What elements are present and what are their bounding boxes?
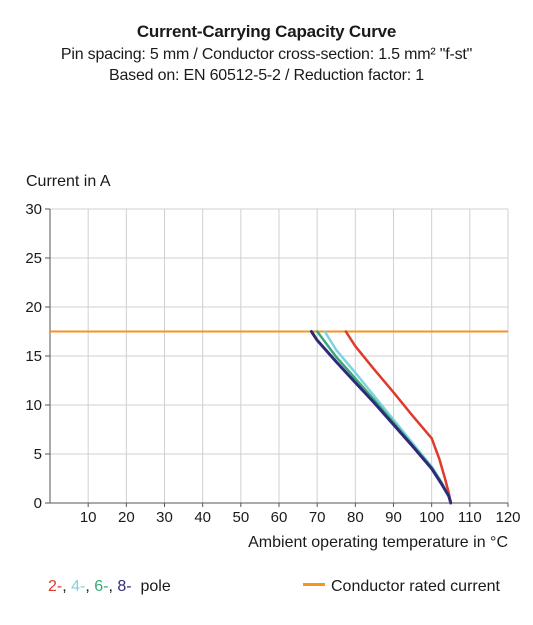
series-line-6-pole [315, 330, 453, 505]
x-tick-label: 70 [309, 509, 326, 526]
x-tick-label: 50 [232, 509, 249, 526]
series-line-2-pole [344, 330, 453, 505]
x-tick-label: 30 [156, 509, 173, 526]
y-tick-label: 5 [34, 446, 42, 463]
pole-legend-item: , [85, 578, 95, 595]
y-axis-label: Current in A [26, 173, 111, 190]
x-axis-label: Ambient operating temperature in °C [248, 534, 508, 551]
y-tick-label: 20 [25, 299, 42, 316]
y-tick-label: 25 [25, 250, 42, 267]
pole-legend-item: , [108, 578, 118, 595]
chart-subtitle-standard: Based on: EN 60512-5-2 / Reduction facto… [109, 67, 424, 84]
x-tick-label: 100 [419, 509, 444, 526]
x-tick-label: 80 [347, 509, 364, 526]
pole-legend-suffix: pole [131, 578, 171, 595]
y-tick-label: 10 [25, 397, 42, 414]
rated-current-legend-label: Conductor rated current [331, 578, 500, 595]
pole-legend-item: , [62, 578, 72, 595]
y-tick-label: 30 [25, 201, 42, 218]
x-tick-label: 120 [495, 509, 520, 526]
series-line-8-pole [309, 330, 453, 505]
chart-title: Current-Carrying Capacity Curve [136, 22, 397, 41]
x-tick-label: 110 [458, 509, 482, 526]
pole-legend-item: 6- [94, 578, 109, 595]
capacity-chart: 0 5 10 15 20 25 30 10 20 30 40 50 60 70 80 90 100 110 120 C… [25, 173, 520, 551]
pole-legend-item: 8- [117, 578, 132, 595]
chart-subtitle-pin-spacing: Pin spacing: 5 mm / Conductor cross-sect… [60, 46, 473, 63]
pole-legend-item: 4- [71, 578, 86, 595]
y-tick-label: 15 [25, 348, 42, 365]
x-tick-label: 40 [194, 509, 211, 526]
x-tick-label: 90 [385, 509, 402, 526]
x-tick-label: 10 [80, 509, 97, 526]
title-block: Current-Carrying Capacity Curve Pin spac… [0, 22, 533, 88]
rated-current-swatch [303, 583, 325, 587]
y-tick-label: 0 [34, 495, 42, 512]
pole-legend-items: 2-, 4-, 6-, 8- [48, 578, 132, 595]
rated-current-legend: Conductor rated current [303, 578, 500, 596]
pole-legend: 2-, 4-, 6-, 8- pole [48, 578, 171, 596]
x-tick-label: 20 [118, 509, 135, 526]
pole-legend-item: 2- [48, 578, 63, 595]
x-tick-label: 60 [271, 509, 288, 526]
